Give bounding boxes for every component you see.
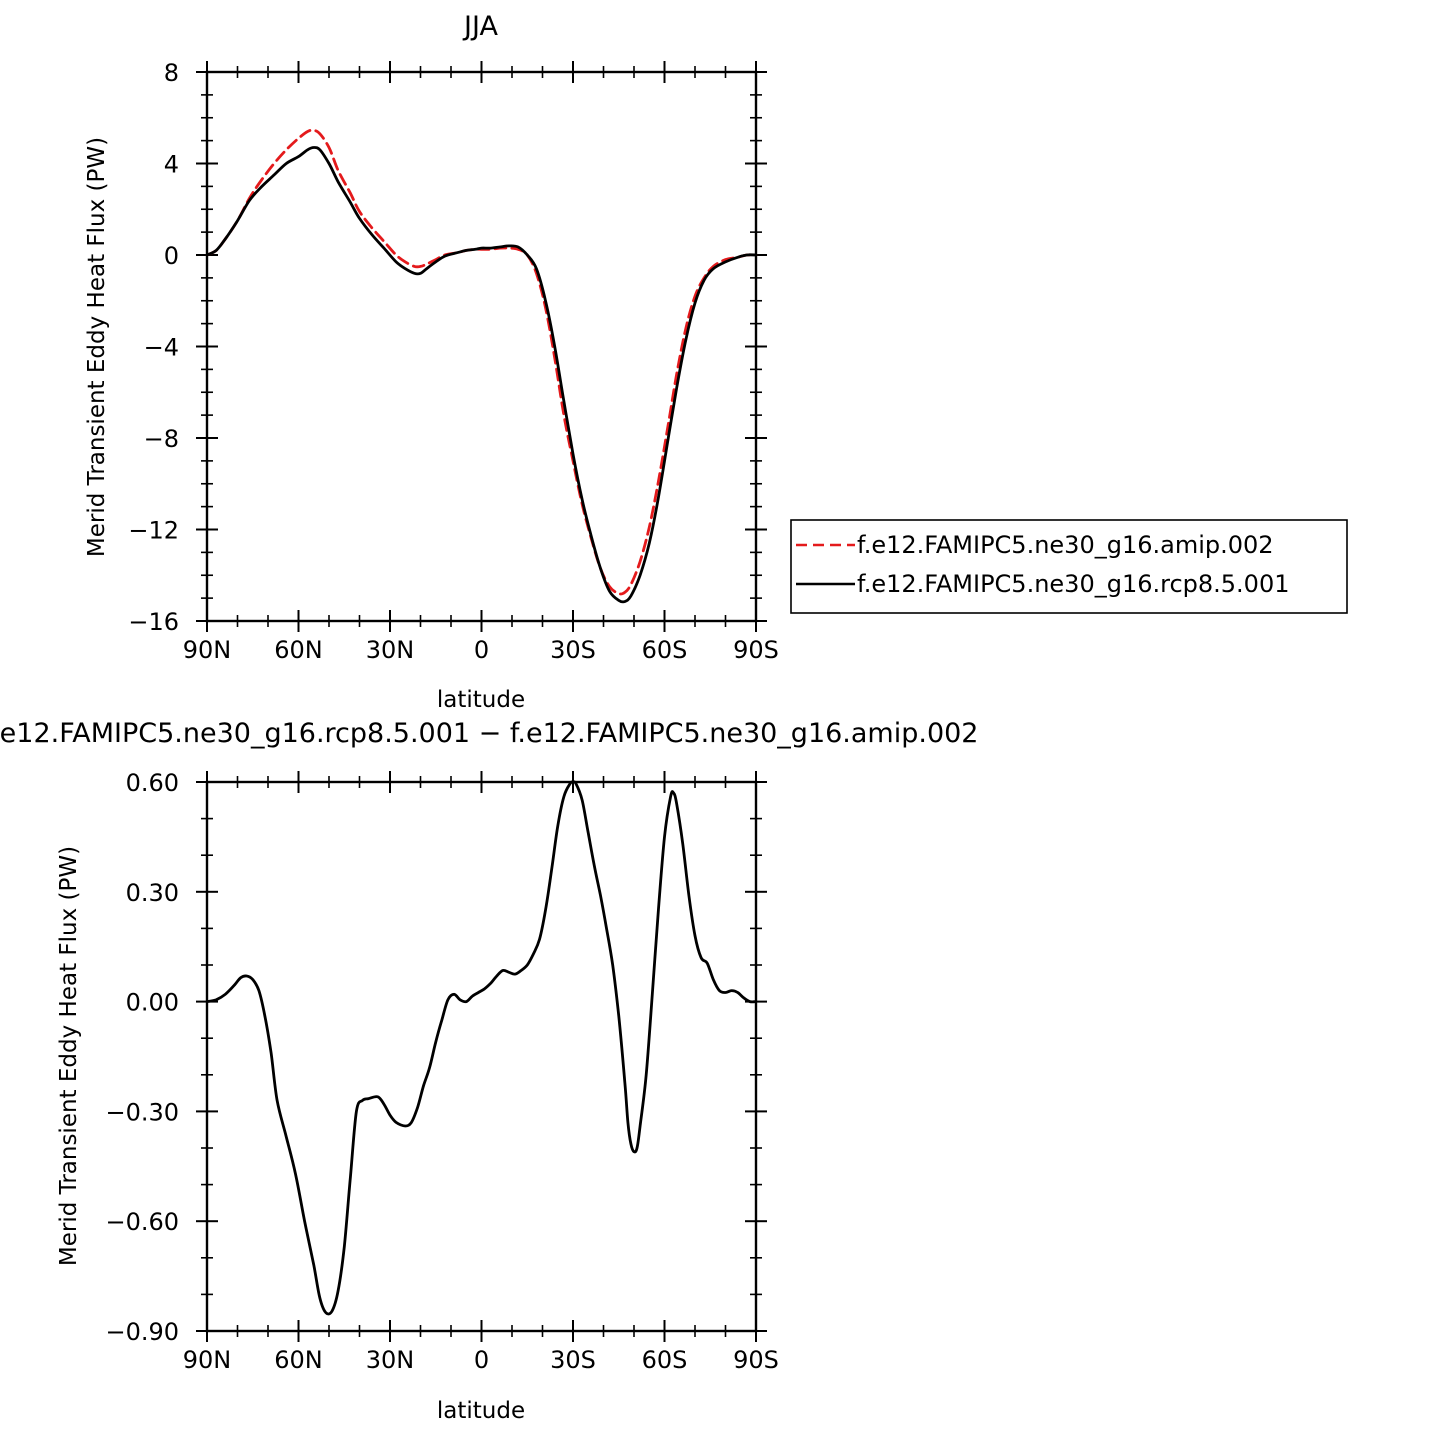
y-tick-label: 0.60	[126, 769, 179, 797]
bottom-plot-frame	[205, 780, 758, 1333]
x-tick-label: 90S	[733, 1346, 779, 1374]
x-tick-label: 60S	[642, 1346, 688, 1374]
top-x-axis-label: latitude	[437, 687, 525, 713]
top-x-tick-labels: 90N 60N 30N 0 30S 60S 90S	[183, 636, 779, 664]
top-y-axis-label: Merid Transient Eddy Heat Flux (PW)	[84, 137, 110, 557]
y-tick-label: −4	[144, 334, 179, 362]
top-minor-ticks	[201, 66, 762, 627]
top-plot-frame	[205, 70, 758, 623]
y-tick-label: 8	[164, 59, 179, 87]
top-series-line-1	[205, 146, 758, 604]
bottom-major-ticks	[196, 771, 767, 1342]
x-tick-label: 90N	[183, 636, 232, 664]
bottom-x-tick-labels: 90N 60N 30N 0 30S 60S 90S	[183, 1346, 779, 1374]
x-tick-label: 90S	[733, 636, 779, 664]
x-tick-label: 0	[474, 636, 489, 664]
bottom-minor-ticks	[201, 776, 762, 1337]
y-tick-label: 4	[164, 151, 179, 179]
y-tick-label: −16	[128, 608, 179, 636]
legend-label-rcp: f.e12.FAMIPC5.ne30_g16.rcp8.5.001	[857, 570, 1290, 598]
x-tick-label: 30S	[550, 1346, 596, 1374]
x-tick-label: 90N	[183, 1346, 232, 1374]
top-legend: f.e12.FAMIPC5.ne30_g16.amip.002 f.e12.FA…	[790, 519, 1348, 614]
bottom-y-axis-label: Merid Transient Eddy Heat Flux (PW)	[56, 846, 82, 1266]
y-tick-label: −0.90	[105, 1318, 179, 1346]
top-panel: JJA Merid Transient Eddy Heat Flux (PW) …	[84, 11, 1348, 713]
bottom-chart-title: f.e12.FAMIPC5.ne30_g16.rcp8.5.001 − f.e1…	[0, 718, 978, 749]
bottom-y-tick-labels: 0.60 0.30 0.00 −0.30 −0.60 −0.90	[105, 769, 179, 1346]
y-tick-label: −12	[128, 517, 179, 545]
y-tick-label: 0	[164, 242, 179, 270]
top-series-lines	[205, 128, 758, 604]
bottom-x-axis-label: latitude	[437, 1398, 525, 1424]
y-tick-label: 0.00	[126, 989, 179, 1017]
bottom-series-lines	[205, 780, 758, 1316]
legend-box	[790, 519, 1348, 614]
y-tick-label: −0.60	[105, 1208, 179, 1236]
top-series-line-0	[205, 128, 758, 596]
y-tick-label: −0.30	[105, 1098, 179, 1126]
y-tick-label: −8	[144, 425, 179, 453]
y-tick-label: 0.30	[126, 879, 179, 907]
bottom-series-line-0	[205, 780, 758, 1316]
top-chart-title: JJA	[462, 11, 498, 42]
x-tick-label: 30N	[366, 636, 415, 664]
legend-label-amip: f.e12.FAMIPC5.ne30_g16.amip.002	[857, 531, 1274, 559]
x-tick-label: 60N	[274, 1346, 323, 1374]
x-tick-label: 60S	[642, 636, 688, 664]
x-tick-label: 0	[474, 1346, 489, 1374]
x-tick-label: 30S	[550, 636, 596, 664]
x-tick-label: 60N	[274, 636, 323, 664]
top-y-tick-labels: 8 4 0 −4 −8 −12 −16	[128, 59, 179, 636]
bottom-panel: f.e12.FAMIPC5.ne30_g16.rcp8.5.001 − f.e1…	[0, 718, 978, 1424]
x-tick-label: 30N	[366, 1346, 415, 1374]
